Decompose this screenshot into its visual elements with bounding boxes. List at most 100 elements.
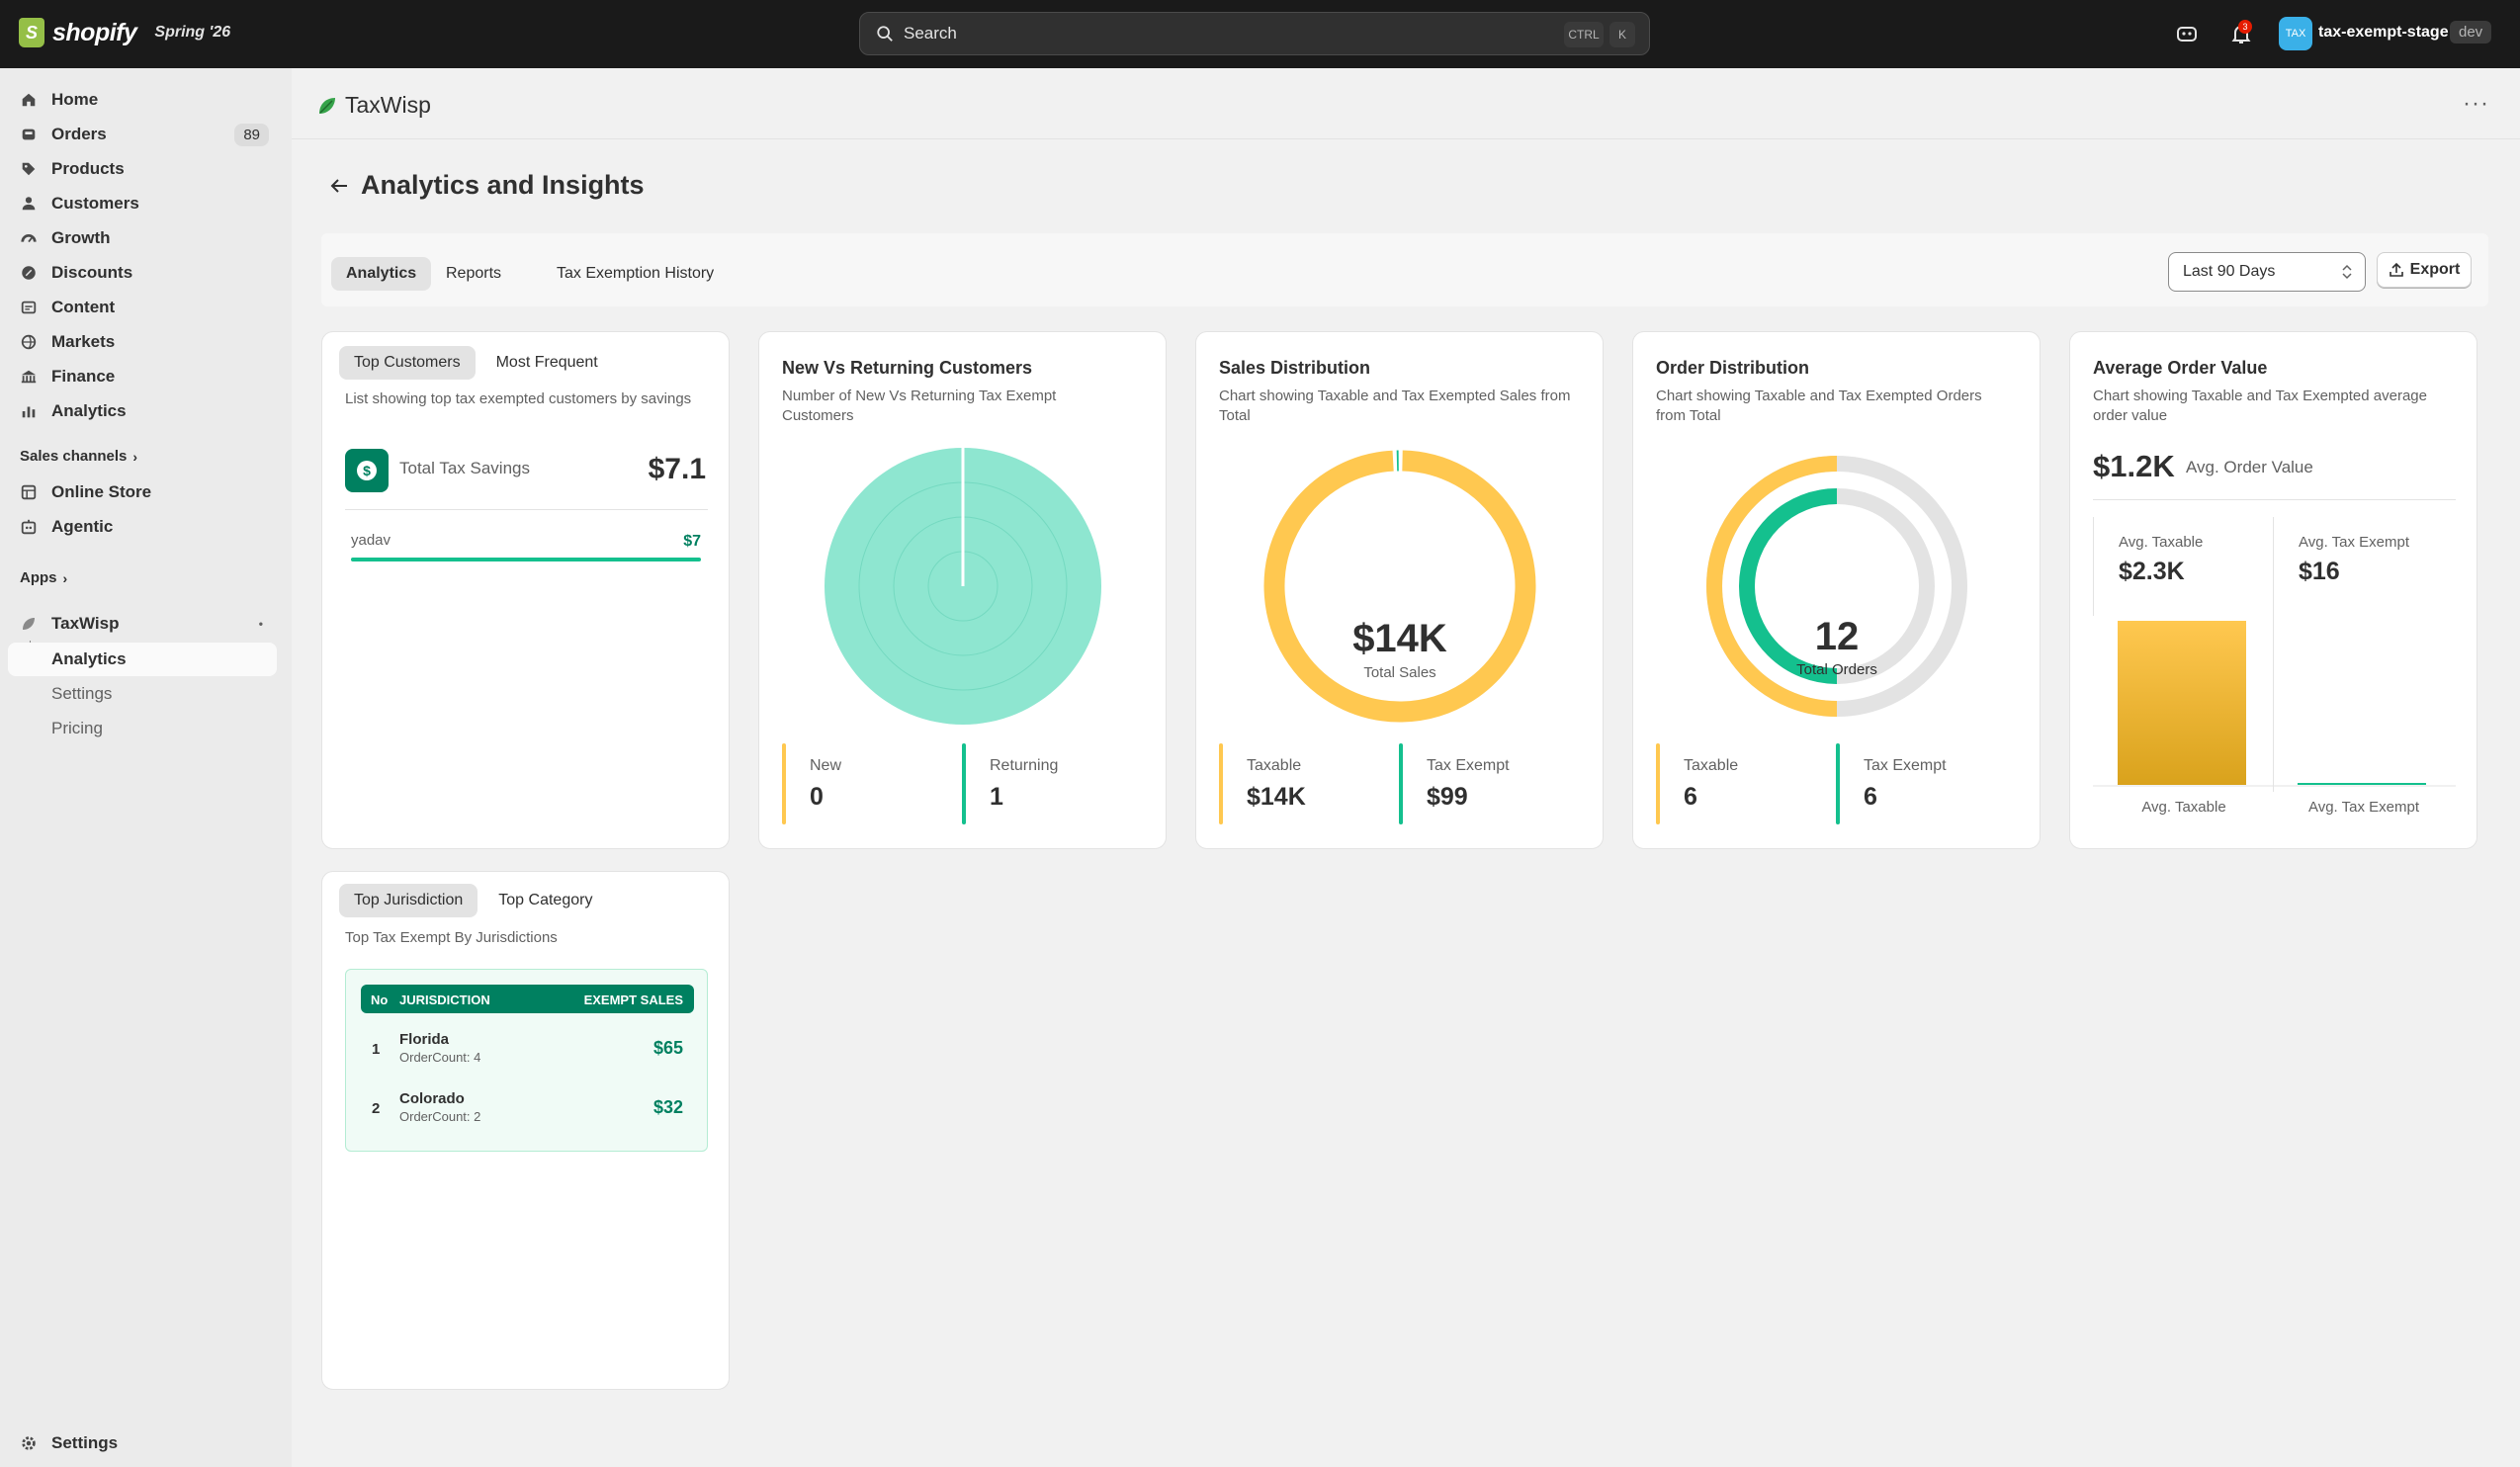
customer-name: yadav [351, 532, 391, 549]
legend-value: $14K [1247, 783, 1306, 811]
legend-value: 1 [990, 783, 1003, 811]
sidebar-item-finance[interactable]: Finance [8, 360, 277, 393]
date-range-select[interactable]: Last 90 Days [2168, 252, 2366, 292]
chevron-right-icon: › [62, 569, 68, 586]
sidebar-item-label: Orders [51, 125, 107, 143]
card-description: Chart showing Taxable and Tax Exempted O… [1656, 388, 1982, 424]
sidebar-item-label: Analytics [51, 649, 127, 668]
tab-analytics[interactable]: Analytics [331, 257, 432, 291]
tab-reports[interactable]: Reports [446, 265, 502, 282]
avg-order-value-label: Avg. Order Value [2186, 458, 2313, 476]
card-title: Order Distribution [1656, 358, 1810, 378]
shortcut-ctrl: CTRL [1564, 22, 1604, 47]
shopify-bag-icon [19, 18, 44, 47]
tag-icon [20, 160, 38, 178]
home-icon [20, 91, 38, 109]
dollar-icon: $ [345, 449, 389, 492]
store-name[interactable]: tax-exempt-stage [2318, 24, 2449, 41]
legend-color [1656, 743, 1660, 824]
top-bar: shopify Spring '26 Search CTRL K 3 TAX t… [0, 0, 2520, 68]
card-description: List showing top tax exempted customers … [345, 390, 692, 407]
apps-heading[interactable]: Apps › [20, 569, 67, 586]
apps-label: Apps [20, 569, 57, 586]
bar-axis-label: Avg. Tax Exempt [2307, 799, 2419, 816]
store-avatar[interactable]: TAX [2279, 17, 2312, 50]
legend-value: 6 [1864, 783, 1877, 811]
shopify-logo[interactable]: shopify Spring '26 [19, 18, 230, 47]
legend-label: Taxable [1684, 757, 1739, 774]
export-button[interactable]: Export [2377, 252, 2472, 288]
select-chevron-icon [2341, 263, 2353, 286]
tab-top-category[interactable]: Top Category [498, 892, 593, 908]
sidebar-item-settings[interactable]: Settings [8, 1426, 277, 1460]
sidebar-item-growth[interactable]: Growth [8, 221, 277, 255]
orders-double-donut-chart [1705, 456, 1967, 717]
sidebar-item-online-store[interactable]: Online Store [8, 475, 277, 509]
sidebar-item-label: Agentic [51, 517, 114, 536]
sidekick-icon[interactable] [2175, 22, 2199, 45]
gauge-icon [20, 229, 38, 247]
avg-order-bar-chart [2093, 621, 2456, 787]
shortcut-key: K [1609, 22, 1635, 47]
sidebar-item-label: Online Store [51, 482, 152, 501]
analytics-tab-bar: Analytics Reports Tax Exemption History … [321, 233, 2488, 306]
column-header: No [371, 992, 389, 1007]
tab-top-jurisdiction[interactable]: Top Jurisdiction [339, 884, 478, 917]
sidebar-item-label: TaxWisp [51, 614, 120, 633]
donut-center-label: Total Sales [1363, 664, 1436, 681]
back-arrow-icon[interactable] [327, 174, 351, 198]
sidebar-item-content[interactable]: Content [8, 291, 277, 324]
page-title: Analytics and Insights [361, 170, 645, 200]
sidebar-item-label: Products [51, 159, 125, 178]
orders-count-badge: 89 [234, 123, 269, 146]
sidebar-item-products[interactable]: Products [8, 152, 277, 186]
sidebar-item-home[interactable]: Home [8, 83, 277, 117]
bar-avg-tax-exempt [2298, 783, 2426, 785]
inner-ring-tax-exempt [1739, 488, 1838, 684]
sidebar-item-customers[interactable]: Customers [8, 187, 277, 220]
sidebar-item-settings-app[interactable]: Settings [8, 677, 277, 711]
sidebar-item-orders[interactable]: Orders 89 [8, 118, 277, 151]
tab-most-frequent[interactable]: Most Frequent [495, 354, 598, 371]
legend-label: New [810, 757, 842, 774]
tab-tax-exemption-history[interactable]: Tax Exemption History [557, 265, 715, 282]
exempt-sales: $32 [652, 1097, 683, 1117]
divider [345, 509, 708, 510]
tab-top-customers[interactable]: Top Customers [339, 346, 476, 380]
outer-ring-taxable [1705, 456, 1838, 717]
legend-color [1219, 743, 1223, 824]
donut-center-value: 12 [1814, 615, 1860, 658]
sales-channels-heading[interactable]: Sales channels › [20, 448, 137, 465]
sidebar-item-label: Markets [51, 332, 116, 351]
legend-label: Taxable [1247, 757, 1302, 774]
column-header: JURISDICTION [399, 992, 490, 1007]
table-row: 2 Colorado OrderCount: 2 $32 [361, 1088, 694, 1138]
taxwisp-leaf-icon [20, 615, 38, 633]
app-title: TaxWisp [345, 92, 431, 118]
table-header: No JURISDICTION EXEMPT SALES [361, 985, 694, 1013]
globe-icon [20, 333, 38, 351]
row-number: 1 [372, 1041, 381, 1058]
card-description: Number of New Vs Returning Tax Exempt Cu… [782, 388, 1057, 424]
sidebar-item-pricing-app[interactable]: Pricing [8, 712, 277, 745]
search-icon [877, 26, 893, 42]
legend-label: Returning [990, 757, 1059, 774]
pin-dot-icon[interactable]: • [258, 617, 263, 631]
exempt-sales: $65 [652, 1038, 683, 1058]
stat-label: Avg. Taxable [2119, 534, 2204, 551]
sidebar-item-discounts[interactable]: Discounts [8, 256, 277, 290]
stat-label: Avg. Tax Exempt [2299, 534, 2410, 551]
search-bar[interactable]: Search CTRL K [859, 12, 1650, 55]
more-actions-icon[interactable]: ··· [2463, 90, 2489, 117]
sidebar-item-label: Home [51, 90, 99, 109]
sidebar-item-markets[interactable]: Markets [8, 325, 277, 359]
stat-value: $2.3K [2119, 558, 2185, 585]
chevron-right-icon: › [132, 448, 138, 465]
legend-color [1836, 743, 1840, 824]
sidebar-item-analytics[interactable]: Analytics [8, 394, 277, 428]
customer-progress-track [351, 558, 701, 561]
legend-label: Tax Exempt [1864, 757, 1947, 774]
sidebar-item-taxwisp[interactable]: TaxWisp • [8, 607, 277, 641]
sidebar-item-analytics-app[interactable]: Analytics [8, 643, 277, 676]
sidebar-item-agentic[interactable]: Agentic [8, 510, 277, 544]
